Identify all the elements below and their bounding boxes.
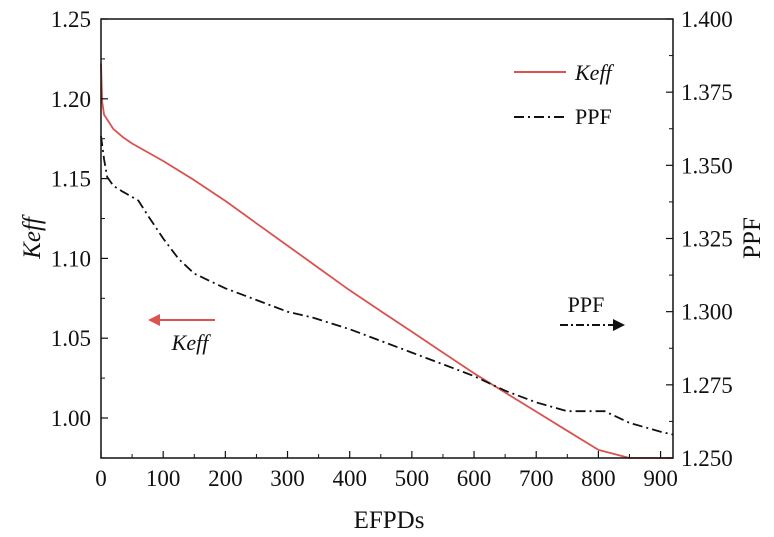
y-right-tick-label: 1.250 [681,446,733,471]
y-left-axis-title: Keff [19,214,46,260]
y-left-tick-label: 1.10 [51,246,91,271]
x-tick-label: 500 [395,466,430,491]
series-line-keff [100,63,673,459]
annotation-ppf-label: PPF [568,292,605,317]
plot-area [100,63,674,459]
x-axis-title: EFPDs [354,507,425,534]
annotation-keff-arrowhead [148,314,160,326]
x-tick-label: 800 [581,466,616,491]
x-tick-label: 700 [519,466,554,491]
annotation-ppf-arrowhead [613,319,625,331]
y-right-tick-label: 1.400 [681,7,733,32]
y-right-tick-label: 1.350 [681,153,733,178]
x-tick-label: 600 [457,466,492,491]
legend-ppf-label: PPF [575,104,612,129]
y-right-tick-label: 1.325 [681,227,733,252]
legend: Keff PPF [514,60,615,129]
y-left-tick-label: 1.05 [51,326,91,351]
x-tick-label: 400 [332,466,367,491]
y-right-tick-label: 1.375 [681,80,733,105]
y-left-tick-label: 1.25 [51,7,91,32]
x-tick-label: 100 [146,466,181,491]
axes [100,18,674,459]
x-tick-label: 900 [643,466,678,491]
y-right-axis-title: PPF [739,217,766,259]
annotation-ppf: PPF [560,292,625,331]
y-left-tick-label: 1.00 [51,406,91,431]
x-tick-label: 200 [208,466,243,491]
annotation-keff: Keff [148,314,215,355]
y-right-tick-label: 1.275 [681,373,733,398]
y-left-tick-label: 1.20 [51,87,91,112]
y-right-tick-label: 1.300 [681,300,733,325]
legend-keff-label: Keff [574,60,615,85]
annotation-keff-label: Keff [171,330,212,355]
labels: 0 100 200 300 400 500 600 700 800 900 1.00 1.05 1.10… [51,7,733,491]
series-line-ppf [100,135,674,436]
x-tick-label: 300 [270,466,305,491]
y-left-tick-label: 1.15 [51,167,91,192]
x-tick-label: 0 [95,466,107,491]
